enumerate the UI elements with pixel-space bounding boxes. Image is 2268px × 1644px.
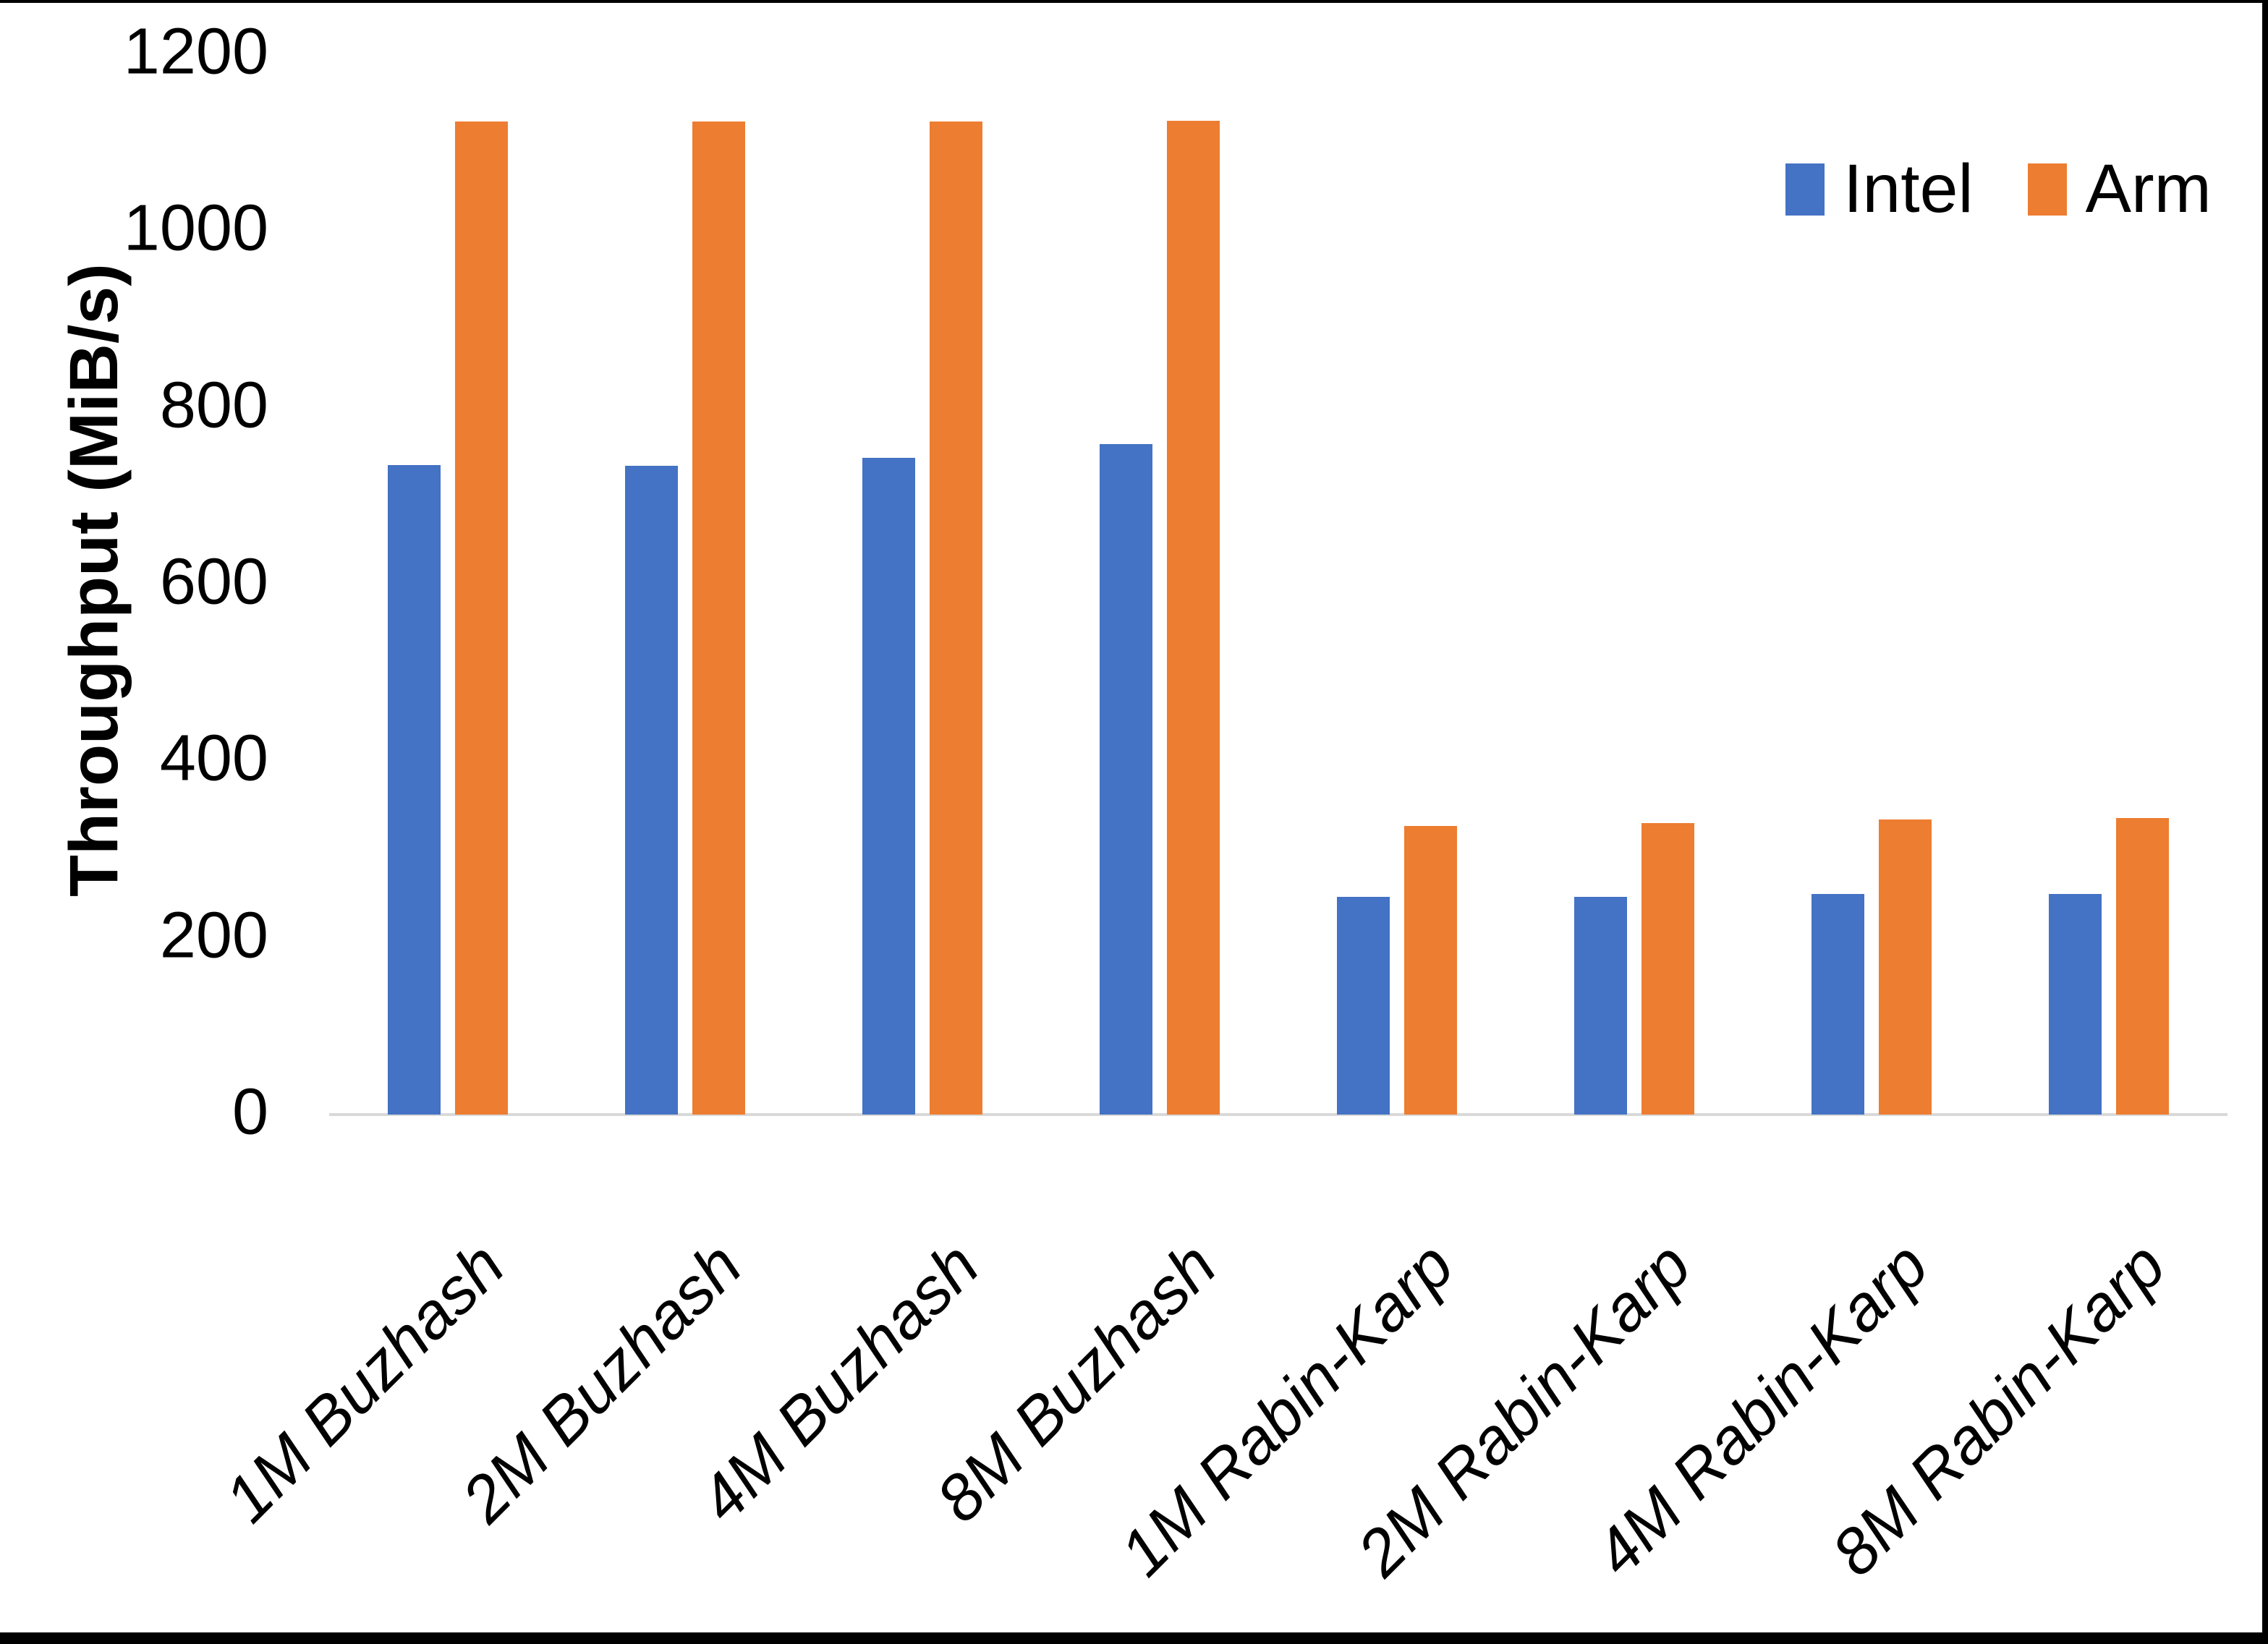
frame-border-top	[0, 0, 2268, 3]
bar-arm-2m-buzhash	[692, 121, 745, 1115]
bar-arm-4m-rabin-karp	[1879, 819, 1932, 1115]
bar-intel-1m-rabin-karp	[1337, 897, 1390, 1115]
bar-intel-8m-buzhash	[1100, 443, 1152, 1115]
bar-intel-8m-rabin-karp	[2049, 893, 2102, 1115]
legend-label-intel: Intel	[1843, 150, 1974, 227]
bar-arm-2m-rabin-karp	[1641, 822, 1694, 1115]
legend-item-intel: Intel	[1785, 155, 1974, 223]
bar-arm-8m-buzhash	[1167, 120, 1220, 1115]
y-axis-tick-label: 600	[159, 545, 268, 618]
y-axis-tick-label: 1000	[123, 192, 268, 265]
y-axis-tick-label: 0	[232, 1076, 268, 1149]
x-axis-line	[329, 1113, 2227, 1116]
intel-series-swatch-icon	[1785, 163, 1825, 216]
y-axis-tick-label: 400	[159, 722, 268, 795]
y-axis-tick-label: 800	[159, 369, 268, 442]
legend: Intel Arm	[1785, 155, 2212, 223]
bar-intel-4m-rabin-karp	[1812, 893, 1864, 1115]
frame-border-right	[2262, 0, 2268, 1644]
bar-arm-8m-rabin-karp	[2116, 817, 2169, 1115]
bar-arm-4m-buzhash	[930, 121, 982, 1115]
bar-intel-4m-buzhash	[862, 458, 915, 1115]
y-axis-tick-label: 1200	[123, 15, 268, 88]
y-axis-tick-label: 200	[159, 899, 268, 972]
bar-intel-2m-rabin-karp	[1574, 897, 1627, 1115]
arm-series-swatch-icon	[2027, 163, 2067, 216]
frame-border-bottom	[0, 1632, 2268, 1644]
bar-intel-2m-buzhash	[625, 466, 678, 1115]
bar-arm-1m-rabin-karp	[1404, 825, 1457, 1115]
legend-label-arm: Arm	[2085, 150, 2212, 227]
bar-arm-1m-buzhash	[455, 121, 508, 1115]
bar-intel-1m-buzhash	[388, 465, 441, 1115]
legend-item-arm: Arm	[2027, 150, 2212, 227]
